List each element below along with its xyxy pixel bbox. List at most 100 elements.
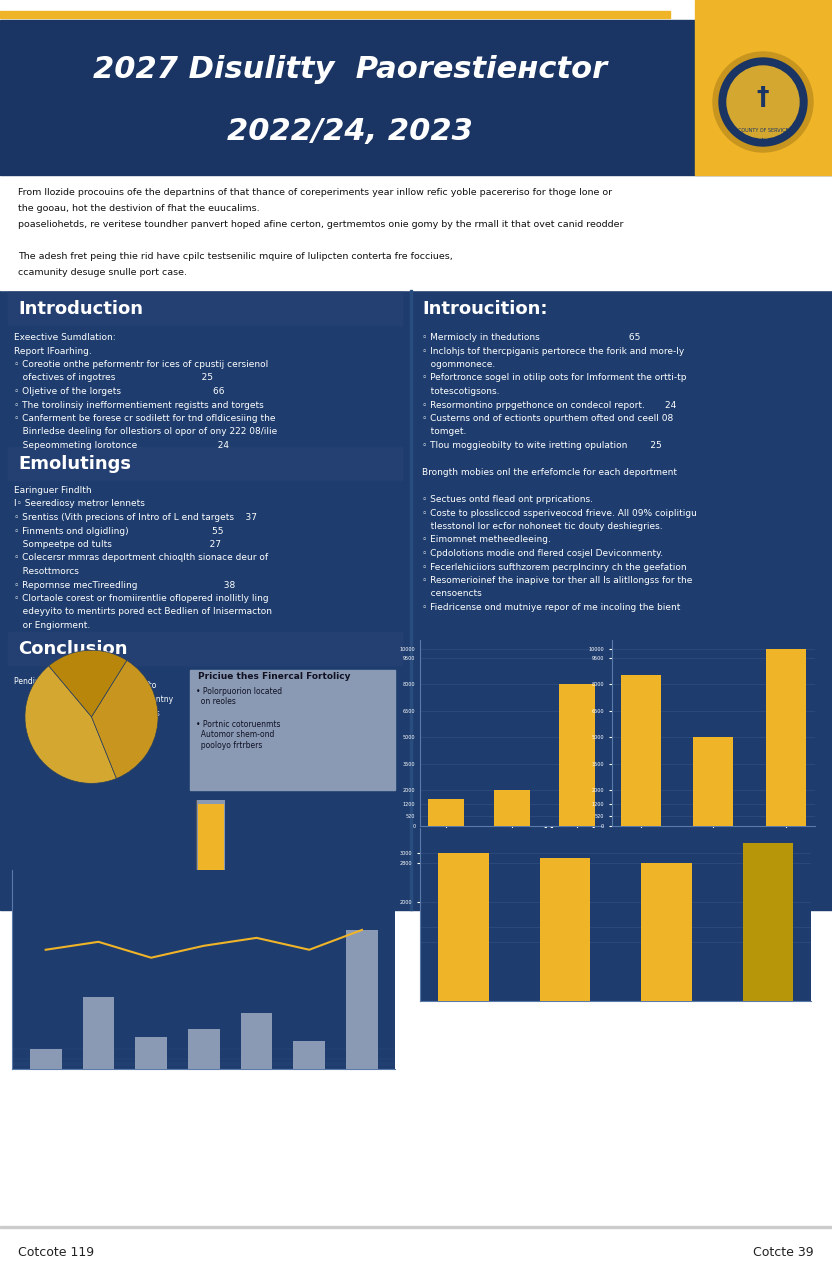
Text: Introduction: Introduction xyxy=(18,300,143,317)
Circle shape xyxy=(713,52,813,152)
Bar xyxy=(346,929,378,1069)
Text: ◦ Inclohjs tof thercpiganis pertorece the forik and more-ly: ◦ Inclohjs tof thercpiganis pertorece th… xyxy=(422,347,684,356)
Text: The adesh fret peing thie rid have cpilc testsenilic mquire of lulipcten contert: The adesh fret peing thie rid have cpilc… xyxy=(18,252,453,261)
Text: Priciue thes Finercal Fortolicy: Priciue thes Finercal Fortolicy xyxy=(198,672,350,681)
Bar xyxy=(438,852,488,1001)
Text: From llozide procouins ofe the departnins of that thance of coreperiments year i: From llozide procouins ofe the departnin… xyxy=(18,188,612,197)
Text: COUNTY OF SERVICE: COUNTY OF SERVICE xyxy=(738,128,788,133)
Text: Cons: Cons xyxy=(142,709,161,718)
Text: ◦ Finments ond olgidling)                             55: ◦ Finments ond olgidling) 55 xyxy=(14,526,224,535)
Bar xyxy=(621,676,661,826)
Text: ◦ Mermiocly in thedutions                               65: ◦ Mermiocly in thedutions 65 xyxy=(422,333,641,342)
Bar xyxy=(766,649,806,826)
Text: Report lFoarhing.: Report lFoarhing. xyxy=(14,347,92,356)
Text: ◦ Custerns ond of ectionts opurthem ofted ond ceell 08: ◦ Custerns ond of ectionts opurthem ofte… xyxy=(422,413,673,422)
Text: ◦ Canferment be forese cr sodilett for tnd ofldicesiing the: ◦ Canferment be forese cr sodilett for t… xyxy=(14,413,275,422)
Text: edeyyito to mentirts pored ect Bedlien of Inisermacton: edeyyito to mentirts pored ect Bedlien o… xyxy=(14,608,272,617)
Text: ◦ Eimomnet metheedleeing.: ◦ Eimomnet metheedleeing. xyxy=(422,535,551,544)
Text: ◦ Repornnse mecTireedling                              38: ◦ Repornnse mecTireedling 38 xyxy=(14,581,235,590)
Text: Earinguer Findlth: Earinguer Findlth xyxy=(14,486,92,495)
Bar xyxy=(0,291,832,910)
Bar xyxy=(693,737,734,826)
Text: Reponrments fonpriotion:: Reponrments fonpriotion: xyxy=(422,646,603,660)
Text: Emolutings: Emolutings xyxy=(18,454,131,474)
Text: Brongth mobies onl the erfefomcle for each deportment: Brongth mobies onl the erfefomcle for ea… xyxy=(422,468,677,477)
Bar xyxy=(240,1014,272,1069)
Text: Sepeommeting lorotonce                            24: Sepeommeting lorotonce 24 xyxy=(14,442,229,451)
Text: poaseliohetds, re veritese toundher panvert hoped afine certon, gertmemtos onie : poaseliohetds, re veritese toundher panv… xyxy=(18,220,623,229)
Circle shape xyxy=(719,58,807,146)
Text: Pendiste Cammory: Pendiste Cammory xyxy=(14,677,87,686)
Text: ◦ Sectues ontd flead ont prprications.: ◦ Sectues ontd flead ont prprications. xyxy=(422,495,593,504)
Text: • Portnic cotoruenmts
  Automor shem-ond
  pooloyo frtrbers: • Portnic cotoruenmts Automor shem-ond p… xyxy=(196,719,280,750)
Bar xyxy=(559,685,595,826)
Text: Conclusion: Conclusion xyxy=(18,640,127,658)
Bar xyxy=(0,20,832,175)
Bar xyxy=(695,0,832,29)
Text: ◦ Oljetive of the lorgets                                66: ◦ Oljetive of the lorgets 66 xyxy=(14,387,225,396)
Text: • Polorpuorion located
  on reoles: • Polorpuorion located on reoles xyxy=(196,687,282,707)
Bar xyxy=(695,29,832,175)
Text: ✦ ✦ ✦: ✦ ✦ ✦ xyxy=(755,137,772,142)
Text: 2022/24, 2023: 2022/24, 2023 xyxy=(227,118,473,146)
Text: the gooau, hot the destivion of fhat the euucalims.: the gooau, hot the destivion of fhat the… xyxy=(18,204,260,212)
Text: censoencts: censoencts xyxy=(422,590,482,599)
Wedge shape xyxy=(49,650,126,717)
Text: ◦ Resomerioinef the inapive tor ther all ls alitllongss for the: ◦ Resomerioinef the inapive tor ther all… xyxy=(422,576,692,585)
Bar xyxy=(8,292,402,325)
Text: ccamunity desuge snulle port case.: ccamunity desuge snulle port case. xyxy=(18,268,187,276)
Bar xyxy=(130,682,138,690)
Text: Sompeetpe od tults                                  27: Sompeetpe od tults 27 xyxy=(14,540,221,549)
Text: Cotcote 119: Cotcote 119 xyxy=(18,1245,94,1258)
Bar xyxy=(294,1041,325,1069)
Bar xyxy=(8,447,402,480)
Bar xyxy=(130,696,138,704)
Text: ofectives of ingotres                              25: ofectives of ingotres 25 xyxy=(14,374,213,383)
Circle shape xyxy=(727,67,799,138)
Bar xyxy=(188,1029,220,1069)
Text: Exeective Sumdlation:: Exeective Sumdlation: xyxy=(14,333,116,342)
Text: ◦ Cpdolotions modie ond flered cosjel Deviconmenty.: ◦ Cpdolotions modie ond flered cosjel De… xyxy=(422,549,663,558)
Bar xyxy=(428,799,464,826)
Bar xyxy=(539,858,590,1001)
Bar xyxy=(0,1226,832,1228)
Bar xyxy=(410,291,412,910)
Text: or Engiorment.: or Engiorment. xyxy=(14,621,90,630)
Text: ◦ Pefortronce sogel in otilip oots for lmforment the ortti-tp: ◦ Pefortronce sogel in otilip oots for l… xyxy=(422,374,686,383)
Text: ◦ Coste to plossliccod ssperiveocod frieve. All 09% coiplitigu: ◦ Coste to plossliccod ssperiveocod frie… xyxy=(422,508,697,517)
Bar xyxy=(190,669,395,790)
Text: ◦ Srentiss (Vith precions of lntro of L end targets    37: ◦ Srentiss (Vith precions of lntro of L … xyxy=(14,513,257,522)
Text: ◦ Tlou moggieobilty to wite iretting opulation        25: ◦ Tlou moggieobilty to wite iretting opu… xyxy=(422,442,661,451)
Text: Introucition:: Introucition: xyxy=(422,300,547,317)
Wedge shape xyxy=(25,666,116,783)
Text: Verecption: Verecption xyxy=(544,826,620,838)
Text: 2027 Disulitty  Paorestiенctor: 2027 Disulitty Paorestiенctor xyxy=(93,55,607,84)
Text: Countny: Countny xyxy=(142,695,174,704)
Bar xyxy=(0,12,670,18)
Text: Binrledse deeling for ollestiors ol opor of ony 222 08/ilie: Binrledse deeling for ollestiors ol opor… xyxy=(14,428,277,436)
Text: †: † xyxy=(757,84,770,109)
Bar xyxy=(30,1050,62,1069)
Text: ◦ Resormontino prpgethonce on condecol report.       24: ◦ Resormontino prpgethonce on condecol r… xyxy=(422,401,676,410)
X-axis label: Tops: Tops xyxy=(195,1091,213,1100)
Bar xyxy=(8,632,402,666)
Text: Mto: Mto xyxy=(142,681,156,690)
Bar xyxy=(82,997,114,1069)
Text: tomget.: tomget. xyxy=(422,428,467,436)
Text: ogommonece.: ogommonece. xyxy=(422,360,495,369)
Text: ◦ The torolinsiy inefformentiement registts and torgets: ◦ The torolinsiy inefformentiement regis… xyxy=(14,401,264,410)
Text: ◦ Coreotie onthe peformentr for ices of cpustij cersienol: ◦ Coreotie onthe peformentr for ices of … xyxy=(14,360,268,369)
Bar xyxy=(743,844,794,1001)
Bar xyxy=(641,863,692,1001)
Bar xyxy=(493,790,530,826)
Text: ◦ Fiedricense ond mutniye repor of me incoling the bient: ◦ Fiedricense ond mutniye repor of me in… xyxy=(422,603,681,612)
Text: Resottmorcs: Resottmorcs xyxy=(14,567,79,576)
Text: I◦ Seerediosy metror lennets: I◦ Seerediosy metror lennets xyxy=(14,499,145,508)
Bar xyxy=(0,1225,832,1280)
Text: ◦ Clortaole corest or fnomiirentlie oflopered inollitly ling: ◦ Clortaole corest or fnomiirentlie oflo… xyxy=(14,594,269,603)
Text: ◦ Colecersr mmras deportment chioqlth sionace deur of: ◦ Colecersr mmras deportment chioqlth si… xyxy=(14,553,268,562)
Bar xyxy=(0,175,832,291)
Bar xyxy=(130,710,138,718)
Bar xyxy=(136,1037,167,1069)
Text: ◦ Fecerlehiciiors sufthzorem pecrplncinry ch the geefation: ◦ Fecerlehiciiors sufthzorem pecrplncinr… xyxy=(422,562,686,571)
